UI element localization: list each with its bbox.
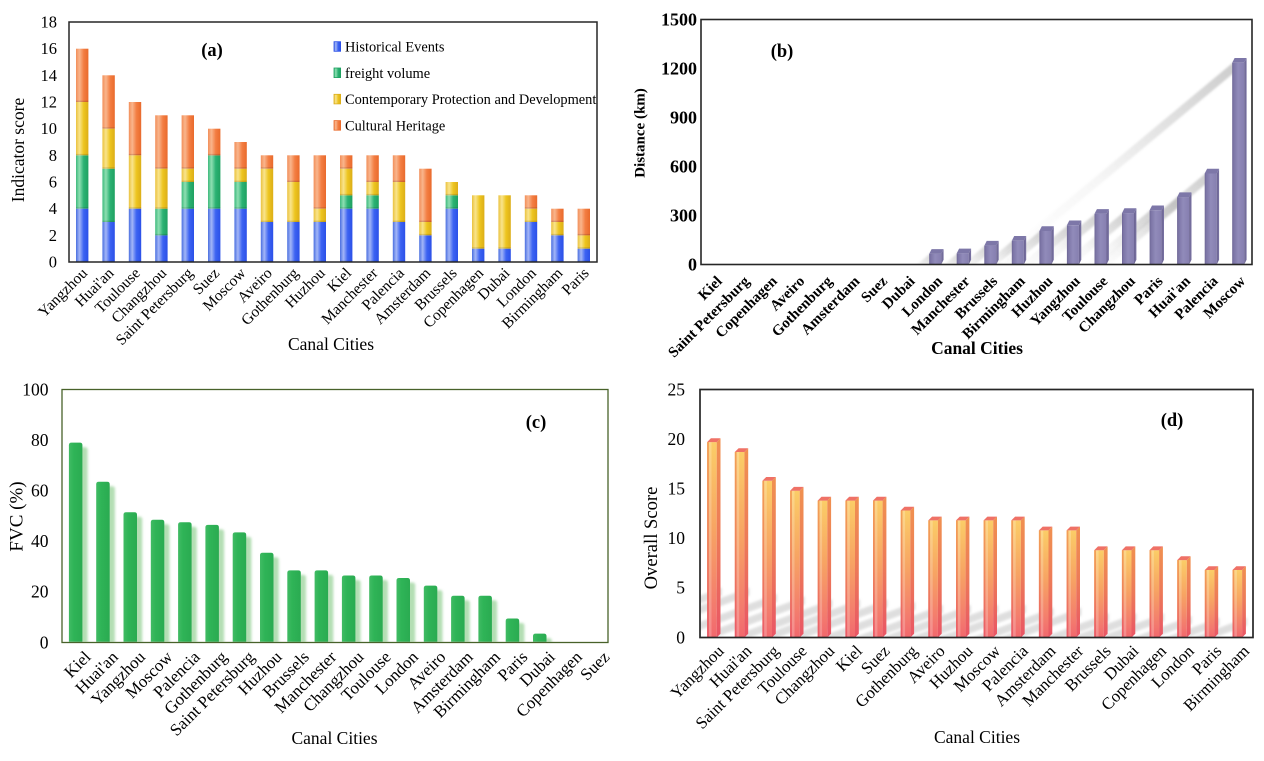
svg-text:Kiel: Kiel [832,641,866,675]
svg-text:0: 0 [49,253,57,272]
svg-text:25: 25 [668,379,686,399]
svg-text:40: 40 [31,531,49,551]
svg-text:Indicator score: Indicator score [8,98,28,203]
svg-text:900: 900 [670,107,697,127]
svg-text:Overall Score: Overall Score [641,487,662,590]
svg-text:300: 300 [670,205,697,225]
svg-text:12: 12 [41,93,58,112]
svg-text:14: 14 [41,66,58,85]
svg-text:Canal Cities: Canal Cities [288,334,374,354]
svg-text:(c): (c) [526,413,547,433]
svg-text:0: 0 [688,254,697,274]
svg-text:15: 15 [668,479,686,499]
svg-text:600: 600 [670,156,697,176]
svg-text:8: 8 [49,146,57,165]
svg-text:Paris: Paris [559,265,593,299]
svg-text:1500: 1500 [661,9,697,29]
svg-text:18: 18 [41,13,58,32]
svg-text:16: 16 [41,39,58,58]
svg-text:10: 10 [668,528,686,548]
svg-text:(b): (b) [771,42,794,62]
svg-text:(a): (a) [201,41,223,61]
svg-text:20: 20 [668,429,686,449]
svg-text:Historical Events: Historical Events [345,40,445,56]
svg-text:6: 6 [49,173,57,192]
svg-text:(d): (d) [1161,411,1184,431]
svg-text:Distance (km): Distance (km) [632,88,648,178]
svg-text:4: 4 [49,199,57,218]
svg-text:5: 5 [676,578,685,598]
svg-text:20: 20 [31,582,49,602]
svg-text:Canal Cities: Canal Cities [934,727,1020,747]
svg-text:0: 0 [40,632,49,652]
svg-text:Cultural Heritage: Cultural Heritage [345,118,445,134]
svg-text:0: 0 [676,627,685,647]
svg-text:1200: 1200 [661,58,697,78]
svg-text:80: 80 [31,430,49,450]
svg-text:10: 10 [41,119,58,138]
svg-text:freight volume: freight volume [345,66,430,82]
svg-text:60: 60 [31,481,49,501]
svg-text:Suez: Suez [576,647,613,684]
svg-text:Contemporary Protection and De: Contemporary Protection and Development [345,92,596,108]
svg-text:100: 100 [22,379,49,399]
svg-text:FVC (%): FVC (%) [7,481,28,551]
svg-text:2: 2 [49,226,57,245]
svg-text:Canal Cities: Canal Cities [931,338,1023,358]
svg-text:Canal Cities: Canal Cities [291,728,377,748]
